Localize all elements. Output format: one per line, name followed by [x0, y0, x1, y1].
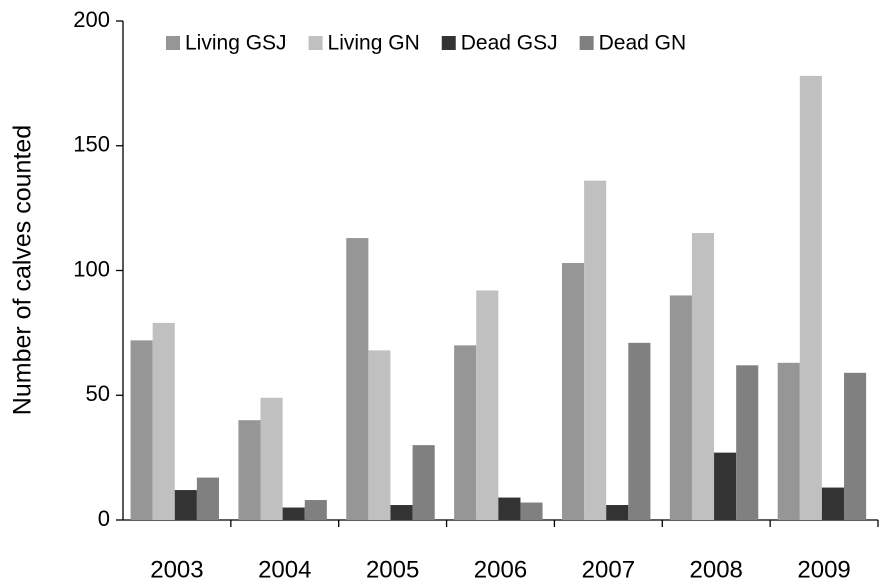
- bar: [238, 420, 261, 520]
- bar: [844, 372, 867, 520]
- y-tick-label: 200: [73, 7, 110, 32]
- bar: [669, 295, 692, 520]
- bar: [196, 477, 219, 520]
- legend-label: Living GN: [328, 32, 420, 55]
- legend-label: Dead GSJ: [461, 32, 558, 55]
- x-tick-label: 2005: [366, 556, 419, 583]
- y-axis-label: Number of calves counted: [9, 125, 37, 415]
- bar: [390, 505, 413, 520]
- bar: [304, 500, 327, 520]
- bar: [777, 362, 800, 520]
- y-tick-label: 100: [73, 256, 110, 281]
- bar: [260, 397, 283, 520]
- x-tick-label: 2006: [474, 556, 527, 583]
- bar: [498, 497, 521, 520]
- x-tick-label: 2003: [150, 556, 203, 583]
- x-tick-label: 2009: [797, 556, 850, 583]
- x-tick-label: 2007: [582, 556, 635, 583]
- bar: [736, 365, 759, 520]
- bar: [628, 342, 651, 520]
- bar: [561, 263, 585, 520]
- legend-swatch: [579, 36, 594, 50]
- x-tick-label: 2004: [258, 556, 311, 583]
- bar: [714, 452, 737, 520]
- bar: [454, 345, 477, 520]
- bar: [691, 233, 715, 520]
- bar: [821, 487, 845, 520]
- bar: [584, 180, 607, 520]
- bar: [606, 505, 629, 520]
- y-tick-label: 50: [86, 381, 110, 406]
- bar: [152, 322, 175, 520]
- legend-label: Living GSJ: [185, 32, 287, 55]
- bar: [412, 445, 435, 520]
- bar: [174, 490, 197, 520]
- legend-label: Dead GN: [599, 32, 687, 55]
- y-tick-label: 0: [98, 506, 110, 531]
- bar: [368, 350, 391, 520]
- x-tick-label: 2008: [690, 556, 743, 583]
- bar: [130, 340, 153, 520]
- bar: [799, 75, 822, 520]
- bar: [282, 507, 305, 520]
- legend-swatch: [308, 36, 323, 50]
- bar: [520, 502, 543, 520]
- bar: [346, 238, 369, 520]
- legend-swatch: [441, 36, 456, 50]
- legend-swatch: [166, 36, 180, 50]
- bar: [476, 290, 499, 520]
- y-tick-label: 150: [73, 132, 110, 157]
